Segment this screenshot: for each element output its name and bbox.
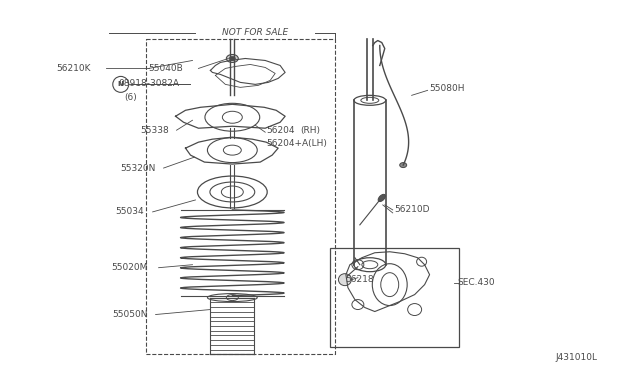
Text: N: N	[118, 81, 124, 87]
Ellipse shape	[339, 274, 351, 286]
Text: (RH): (RH)	[300, 126, 320, 135]
Text: 56210D: 56210D	[395, 205, 430, 214]
Text: 55320N: 55320N	[121, 164, 156, 173]
Text: 08918-3082A: 08918-3082A	[119, 79, 180, 88]
Text: 55050N: 55050N	[113, 310, 148, 319]
Text: 55338: 55338	[141, 126, 170, 135]
Ellipse shape	[400, 163, 406, 167]
Text: 55080H: 55080H	[429, 84, 465, 93]
Text: 55040B: 55040B	[148, 64, 184, 73]
Bar	[146, 39, 335, 355]
Text: 56210K: 56210K	[56, 64, 90, 73]
Text: 55020M: 55020M	[111, 263, 147, 272]
Text: 56218: 56218	[345, 275, 374, 284]
Ellipse shape	[229, 57, 236, 61]
Text: 55034: 55034	[116, 208, 145, 217]
Text: SEC.430: SEC.430	[458, 278, 495, 287]
Text: 56204+A(LH): 56204+A(LH)	[266, 139, 327, 148]
Text: NOT FOR SALE: NOT FOR SALE	[222, 28, 289, 37]
Ellipse shape	[378, 194, 385, 202]
Bar	[330, 248, 460, 347]
Text: 56204: 56204	[266, 126, 294, 135]
Text: J431010L: J431010L	[555, 353, 597, 362]
Ellipse shape	[227, 54, 238, 62]
Text: (6): (6)	[125, 93, 138, 102]
